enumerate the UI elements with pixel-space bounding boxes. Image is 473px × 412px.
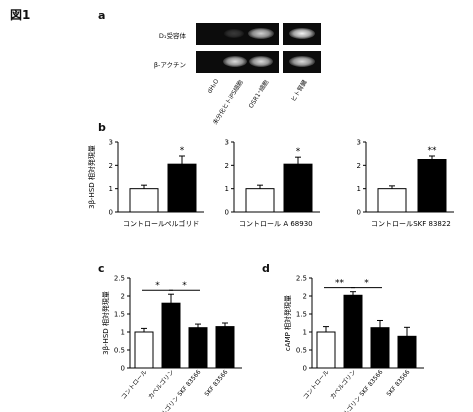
y-tick-label: 0 <box>303 365 307 373</box>
category-label: SKF 83566 <box>203 369 229 398</box>
y-tick-label: 3 <box>357 139 361 147</box>
y-tick-label: 0 <box>109 209 113 217</box>
y-tick-label: 2 <box>225 162 229 170</box>
y-tick-label: 2 <box>109 162 113 170</box>
gel-d1-right <box>283 23 321 45</box>
panel-c-letter: c <box>98 262 105 275</box>
chart-b3: 0 1 2 3 コントロール ** SKF 83822 <box>357 139 454 228</box>
y-tick-label: 0.5 <box>114 347 125 355</box>
bar <box>397 335 417 369</box>
bar <box>370 327 390 369</box>
bar <box>316 331 336 369</box>
bar <box>245 188 275 213</box>
band-actin-kidney <box>289 56 315 67</box>
band-actin-ips <box>223 56 247 67</box>
significance-marker: * <box>296 147 301 157</box>
category-label: A 68930 <box>283 220 312 228</box>
y-axis-label: 3β-HSD 相対発現量 <box>87 145 96 209</box>
y-tick-label: 1.5 <box>114 311 125 319</box>
bar <box>134 331 154 369</box>
y-tick-label: 1 <box>121 329 125 337</box>
y-tick-label: 1 <box>357 185 361 193</box>
y-tick-label: 0 <box>357 209 361 217</box>
bar <box>167 163 197 213</box>
y-tick-label: 1.5 <box>296 311 307 319</box>
bar <box>377 188 407 213</box>
band-d1-kidney <box>289 28 315 39</box>
chart-c: 00.511.522.53β-HSD 相対発現量コントロールカベルゴリンカベルゴ… <box>101 275 242 412</box>
significance-marker: * <box>180 146 185 156</box>
band-d1-ips <box>224 29 244 38</box>
category-label: コントロール <box>120 369 149 401</box>
category-label: コントロール <box>123 220 165 228</box>
band-d1-osr1 <box>248 28 274 39</box>
category-label: SKF 83566 <box>385 369 411 398</box>
gel-actin-right <box>283 51 321 73</box>
bar <box>215 326 235 369</box>
category-label: コントロール <box>239 220 281 228</box>
bar <box>343 294 363 369</box>
category-label: コントロール <box>371 220 413 228</box>
y-axis-label: cAMP 相対発現量 <box>283 295 292 351</box>
significance-marker: * <box>182 281 187 291</box>
y-tick-label: 0 <box>225 209 229 217</box>
y-tick-label: 2 <box>121 293 125 301</box>
y-tick-label: 1 <box>303 329 307 337</box>
lane-label-kidney: ヒト腎臓 <box>289 79 309 104</box>
category-label: ペルゴリド <box>165 219 200 228</box>
gel-d1-left <box>196 23 279 45</box>
y-tick-label: 0.5 <box>296 347 307 355</box>
significance-marker: ** <box>428 146 438 156</box>
panel-b-letter: b <box>98 121 106 134</box>
chart-b2: 0 1 2 3 コントロール * A 68930 <box>225 139 320 228</box>
gel-actin-left <box>196 51 279 73</box>
significance-marker: * <box>364 279 369 289</box>
bar <box>188 327 208 369</box>
y-tick-label: 0 <box>121 365 125 373</box>
y-axis-label: 3β-HSD 相対発現量 <box>101 291 110 355</box>
figure-label: 図1 <box>10 8 31 22</box>
band-actin-osr1 <box>249 56 273 67</box>
bar <box>417 159 447 213</box>
lane-label-osr1: OSR1⁺細胞 <box>247 79 271 110</box>
bar <box>161 302 181 369</box>
y-tick-label: 2.5 <box>296 275 307 283</box>
y-tick-label: 3 <box>109 139 113 147</box>
panel-d-letter: d <box>262 262 270 275</box>
bar <box>283 163 313 213</box>
significance-marker: * <box>155 281 160 291</box>
y-tick-label: 2.5 <box>114 275 125 283</box>
bar <box>129 188 159 213</box>
y-tick-label: 3 <box>225 139 229 147</box>
gel-row-label-actin: β-アクチン <box>153 61 186 69</box>
y-tick-label: 1 <box>225 185 229 193</box>
panel-a-letter: a <box>98 9 106 22</box>
y-tick-label: 1 <box>109 185 113 193</box>
gel-row-label-d1: D₁受容体 <box>158 32 186 40</box>
category-label: コントロール <box>302 369 331 401</box>
lane-label-dh2o: dH₂O <box>205 78 220 95</box>
y-tick-label: 2 <box>303 293 307 301</box>
category-label: カベルゴリン <box>146 368 175 401</box>
significance-marker: ** <box>335 279 345 289</box>
category-label: SKF 83822 <box>413 220 451 228</box>
category-label: カベルゴリン <box>328 368 357 401</box>
y-tick-label: 2 <box>357 162 361 170</box>
